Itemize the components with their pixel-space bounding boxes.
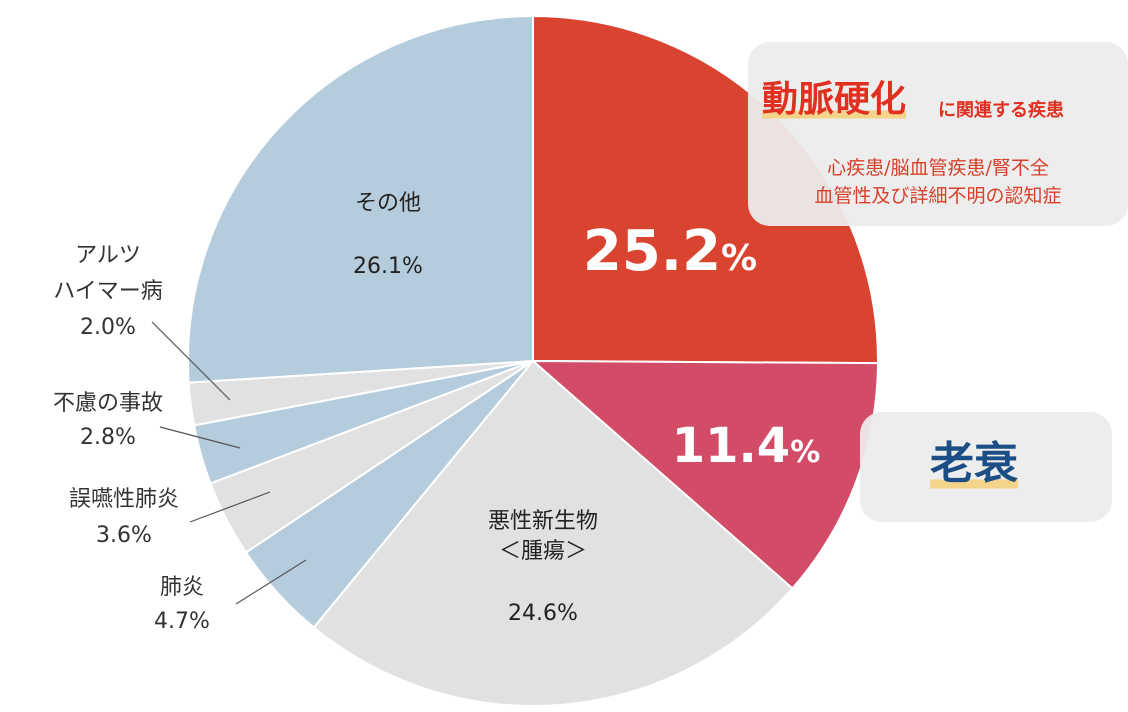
callout-arteriosclerosis: 動脈硬化 に関連する疾患 心疾患/脳血管疾患/腎不全 血管性及び詳細不明の認知症	[748, 42, 1128, 226]
slice-label-aspiration-pct: 3.6%	[96, 523, 152, 548]
callout-arterio-title: 動脈硬化	[762, 78, 907, 122]
slice-label-alzheimer-line1: アルツ	[75, 243, 141, 268]
slice-label-accident-name: 不慮の事故	[53, 391, 163, 416]
callout-arterio-title-suffix: に関連する疾患	[938, 100, 1064, 121]
leader-line-pneumonia	[235, 559, 307, 605]
callout-arterio-detail-1: 心疾患/脳血管疾患/腎不全	[827, 157, 1049, 179]
slice-label-aspiration-name: 誤嚥性肺炎	[69, 487, 179, 512]
slice-label-pneumonia-name: 肺炎	[160, 575, 204, 600]
leader-line-aspiration	[189, 491, 271, 523]
slice-label-accident-pct: 2.8%	[80, 425, 136, 450]
callout-senility-title: 老衰	[930, 436, 1018, 492]
slice-label-alzheimer-pct: 2.0%	[80, 315, 136, 340]
leader-line-accident	[159, 426, 241, 449]
slice-label-arterio-pct: 25.2%	[583, 219, 757, 284]
pie-slice-senility	[530, 359, 879, 590]
callout-arterio-detail-2: 血管性及び詳細不明の認知症	[814, 185, 1062, 207]
slice-label-alzheimer-line2: ハイマー病	[53, 279, 163, 304]
leader-line-alzheimer	[151, 321, 231, 401]
slice-label-pneumonia-pct: 4.7%	[154, 609, 210, 634]
slice-label-other-pct: 26.1%	[353, 254, 423, 279]
slice-label-cancer-pct: 24.6%	[508, 601, 578, 626]
callout-senility: 老衰	[860, 412, 1112, 522]
slice-label-senility-pct: 11.4%	[672, 418, 821, 474]
slice-label-cancer-sub: ＜腫瘍＞	[499, 539, 587, 564]
slice-label-other-name: その他	[355, 191, 421, 216]
pie-slice-other	[187, 14, 534, 384]
pie-slice-cancer	[312, 359, 794, 707]
slice-label-cancer-name: 悪性新生物	[488, 509, 598, 534]
